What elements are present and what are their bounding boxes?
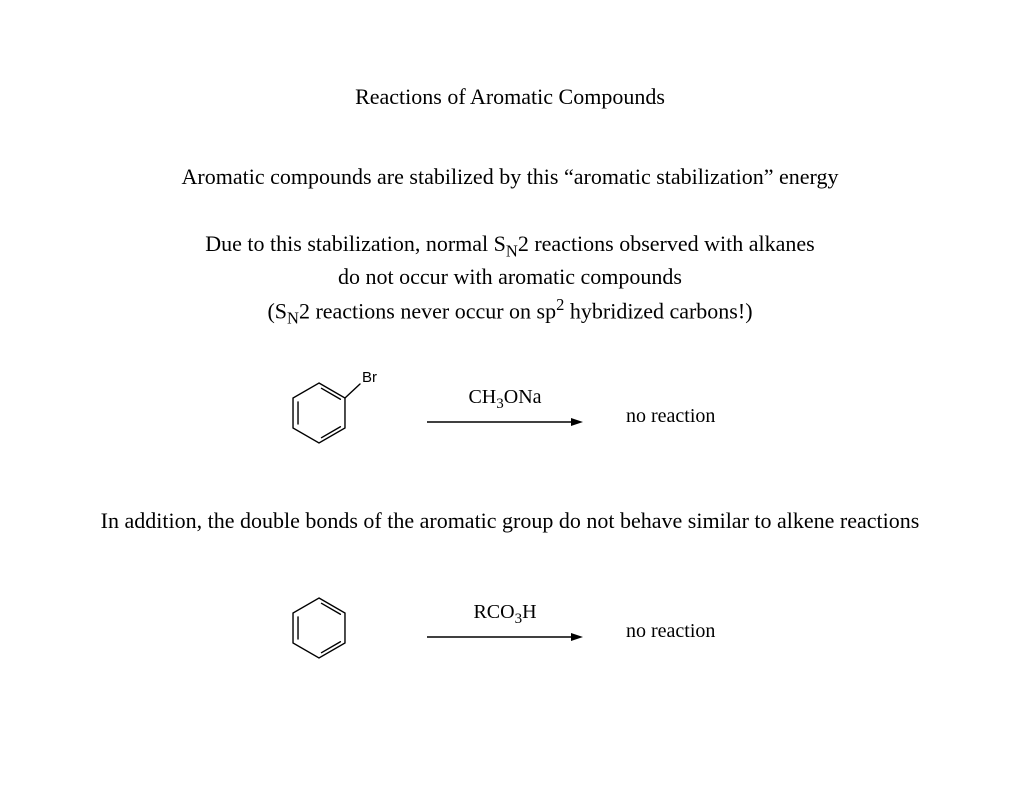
bromobenzene-svg: Br [274, 358, 384, 453]
paragraph-2: Due to this stabilization, normal SN2 re… [0, 229, 1020, 330]
reaction-2-arrow-block: RCO3H [420, 601, 590, 644]
reagent-2-prefix: RCO [473, 601, 514, 623]
p2-l3c: 2 reactions never occur on sp [299, 298, 556, 323]
reaction-arrow-2 [425, 630, 585, 644]
benzene-svg [274, 573, 384, 668]
p2-l3b-sub: N [287, 309, 299, 328]
reaction-arrow-1 [425, 415, 585, 429]
substituent-label-1: Br [362, 369, 377, 386]
reagent-1-sub: 3 [496, 396, 504, 412]
reagent-2-sub: 3 [515, 611, 523, 627]
reaction-row-2: RCO3H no reaction [0, 573, 1020, 673]
reagent-1-prefix: CH [468, 386, 496, 408]
page-title: Reactions of Aromatic Compounds [0, 84, 1020, 110]
reagent-2-suffix: H [522, 601, 536, 623]
structure-bromobenzene: Br [274, 358, 384, 458]
reagent-1-suffix: ONa [504, 386, 542, 408]
p2-l1a: Due to this stabilization, normal S [205, 231, 506, 256]
page: Reactions of Aromatic Compounds Aromatic… [0, 0, 1020, 788]
reaction-row-1: Br CH3ONa no reaction [0, 358, 1020, 458]
reaction-1-arrow-block: CH3ONa [420, 386, 590, 429]
p2-l2: do not occur with aromatic compounds [338, 264, 682, 289]
paragraph-3: In addition, the double bonds of the aro… [0, 506, 1020, 537]
p2-l1c: 2 reactions observed with alkanes [518, 231, 815, 256]
p2-l3a: (S [267, 298, 287, 323]
result-2: no reaction [626, 620, 746, 643]
result-1: no reaction [626, 405, 746, 428]
p2-l1b-sub: N [506, 241, 518, 260]
p2-l3e: hybridized carbons!) [564, 298, 752, 323]
paragraph-1: Aromatic compounds are stabilized by thi… [0, 162, 1020, 193]
reagent-1: CH3ONa [468, 386, 541, 413]
structure-benzene [274, 573, 384, 673]
reagent-2: RCO3H [473, 601, 536, 628]
